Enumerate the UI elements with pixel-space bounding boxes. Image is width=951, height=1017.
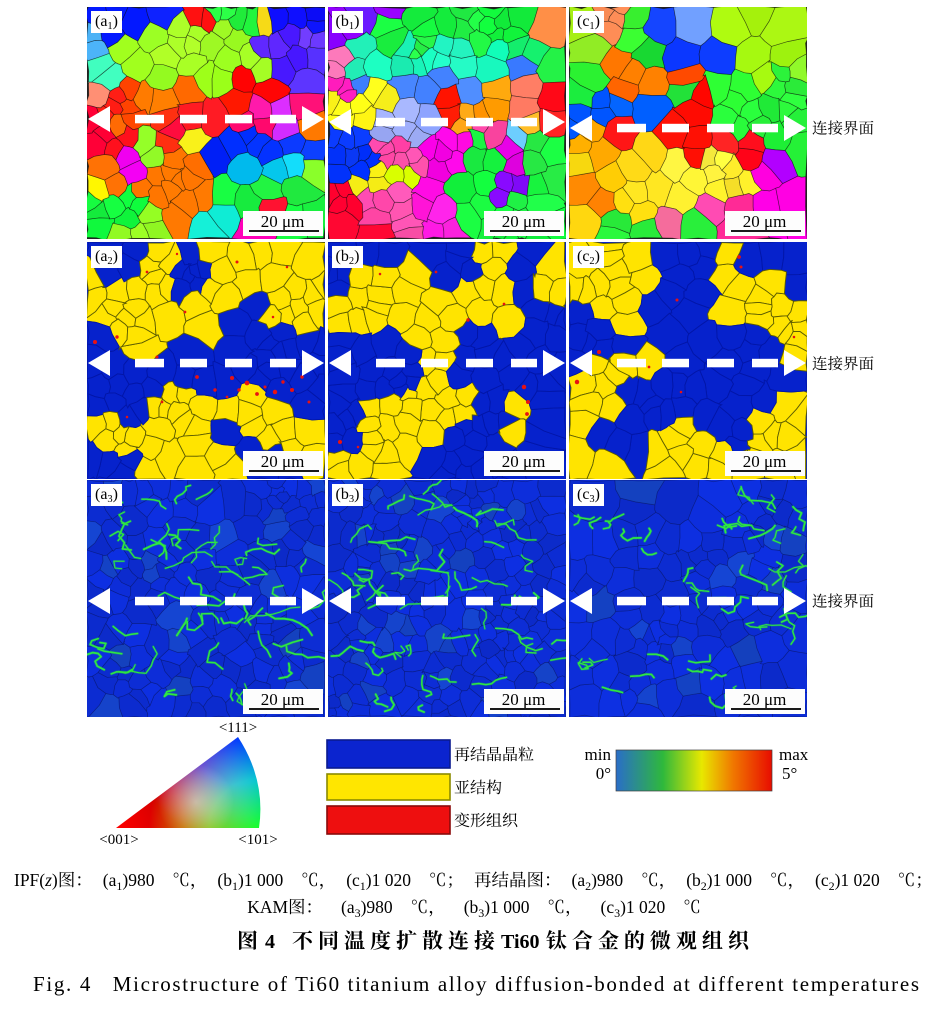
- svg-text:)1 020: )1 020: [835, 870, 880, 890]
- svg-text:2: 2: [585, 879, 591, 893]
- svg-text:2: 2: [701, 879, 707, 893]
- svg-text:1: 1: [116, 879, 122, 893]
- svg-text:)1 000: )1 000: [707, 870, 752, 890]
- svg-text:)1 020: )1 020: [366, 870, 411, 890]
- svg-text:)980: )980: [122, 870, 154, 890]
- svg-text:)1 020: )1 020: [620, 897, 665, 917]
- svg-text:3: 3: [355, 906, 361, 920]
- svg-text:Fig. 4 Microstructure of Ti6: Fig. 4 Microstructure of Ti60 titanium a…: [33, 972, 919, 996]
- svg-text:): ): [52, 870, 58, 890]
- svg-text:<101>: <101>: [238, 832, 277, 848]
- svg-text:1: 1: [360, 879, 366, 893]
- svg-text:(c: (c: [601, 897, 615, 917]
- svg-text:(a: (a: [103, 870, 117, 890]
- svg-text:3: 3: [614, 906, 620, 920]
- svg-text:)980: )980: [591, 870, 623, 890]
- svg-text:<111>: <111>: [219, 720, 257, 736]
- svg-text:(b: (b: [686, 870, 701, 890]
- svg-text:0°: 0°: [596, 764, 611, 783]
- svg-text:)980: )980: [361, 897, 393, 917]
- svg-text:2: 2: [829, 879, 835, 893]
- svg-text:(a: (a: [572, 870, 586, 890]
- svg-text:4: 4: [265, 931, 275, 953]
- svg-text:)1 000: )1 000: [484, 897, 529, 917]
- svg-text:3: 3: [478, 906, 484, 920]
- svg-text:(a: (a: [341, 897, 355, 917]
- svg-text:z: z: [44, 870, 52, 890]
- svg-text:(b: (b: [217, 870, 232, 890]
- svg-text:min: min: [585, 745, 611, 764]
- svg-text:max: max: [779, 745, 809, 764]
- svg-text:(b: (b: [464, 897, 479, 917]
- svg-text:(c: (c: [346, 870, 360, 890]
- svg-text:1: 1: [232, 879, 238, 893]
- svg-text:IPF(: IPF(: [14, 870, 45, 890]
- svg-text:KAM: KAM: [247, 897, 288, 917]
- svg-text:<001>: <001>: [99, 832, 138, 848]
- svg-text:5°: 5°: [782, 764, 797, 783]
- svg-text:Ti60: Ti60: [501, 931, 540, 953]
- svg-text:(c: (c: [815, 870, 829, 890]
- svg-text:)1 000: )1 000: [238, 870, 283, 890]
